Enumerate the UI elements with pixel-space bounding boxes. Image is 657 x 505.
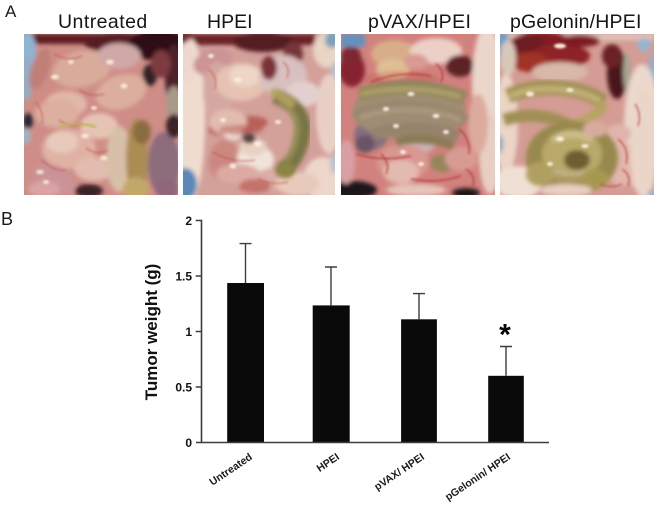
svg-text:1: 1 <box>185 325 192 339</box>
svg-text:Tumor weight (g): Tumor weight (g) <box>142 264 161 401</box>
svg-text:HPEI: HPEI <box>315 451 342 475</box>
svg-text:0.5: 0.5 <box>175 380 192 394</box>
svg-text:Untreated: Untreated <box>207 451 254 488</box>
svg-text:2: 2 <box>185 214 192 228</box>
svg-text:*: * <box>499 319 511 352</box>
svg-text:1.5: 1.5 <box>175 269 192 283</box>
svg-text:pVAX/ HPEI: pVAX/ HPEI <box>372 451 427 493</box>
svg-text:pGelonin/ HPEI: pGelonin/ HPEI <box>443 451 513 503</box>
svg-text:0: 0 <box>185 436 192 450</box>
